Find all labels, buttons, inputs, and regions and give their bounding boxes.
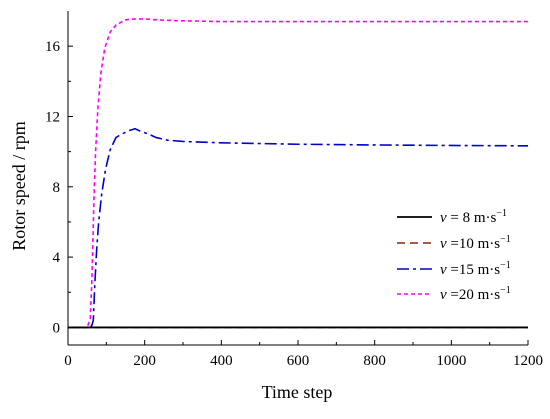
legend-label: v =15 m·s−1 (440, 260, 511, 278)
y-tick-label: 8 (53, 180, 61, 196)
x-tick-label: 0 (64, 353, 72, 369)
y-axis-title: Rotor speed / rpm (9, 121, 29, 250)
legend-unit: = 8 m·s (447, 210, 497, 226)
x-tick-label: 1200 (513, 353, 543, 369)
legend-exponent: −1 (500, 260, 511, 271)
series-line-3 (68, 127, 529, 329)
legend-exponent: −1 (500, 285, 511, 296)
legend-label: v = 8 m·s−1 (440, 208, 507, 226)
y-tick-label: 0 (53, 320, 61, 336)
legend-label: v =20 m·s−1 (440, 285, 511, 303)
x-tick-label: 400 (210, 353, 233, 369)
legend-label: v =10 m·s−1 (440, 234, 511, 252)
legend-variable: v (440, 210, 447, 226)
y-tick-label: 12 (45, 109, 60, 125)
x-tick-label: 1000 (436, 353, 466, 369)
x-axis-title: Time step (262, 382, 333, 402)
legend-unit: =10 m·s (447, 236, 501, 252)
x-tick-label: 600 (287, 353, 310, 369)
y-tick-label: 4 (53, 250, 61, 266)
legend: v = 8 m·s−1v =10 m·s−1v =15 m·s−1v =20 m… (397, 208, 511, 303)
axes: 0 200 400 600 800 1000 1200 0 4 8 12 16 (45, 11, 543, 369)
series-lines (68, 18, 529, 329)
legend-variable: v (440, 262, 447, 278)
series-line-4 (68, 18, 528, 329)
x-tick-label: 200 (133, 353, 156, 369)
legend-variable: v (440, 236, 447, 252)
legend-unit: =15 m·s (447, 262, 501, 278)
x-tick-label: 800 (363, 353, 386, 369)
y-tick-label: 16 (45, 39, 61, 55)
legend-exponent: −1 (500, 234, 511, 245)
legend-unit: =20 m·s (447, 287, 501, 303)
legend-variable: v (440, 287, 447, 303)
legend-exponent: −1 (496, 208, 507, 219)
